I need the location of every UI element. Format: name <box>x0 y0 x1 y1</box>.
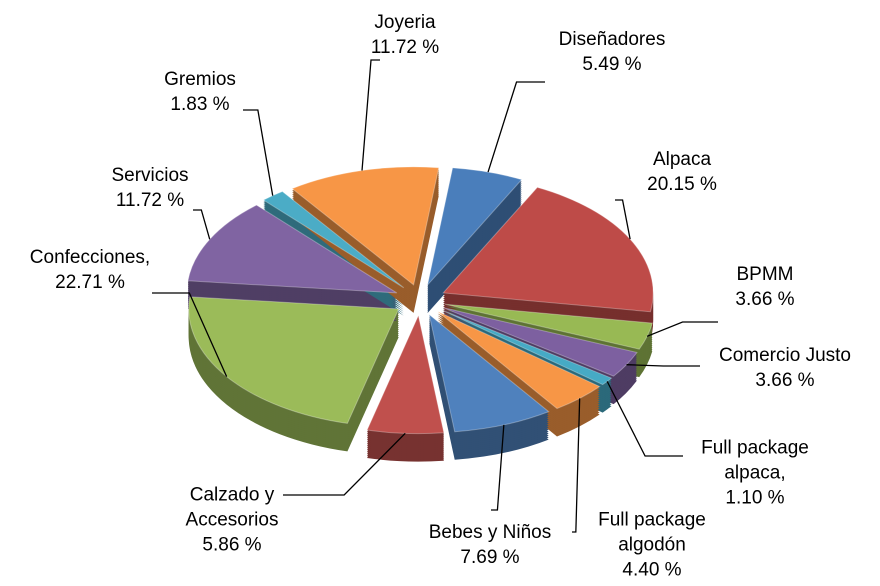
value-label: 11.72 % <box>115 190 185 211</box>
category-label: Full package algodón <box>598 509 706 556</box>
value-label: 20.15 % <box>647 174 717 195</box>
category-label: Bebes y Niños <box>428 522 552 543</box>
data-label: Full package algodón 4.40 % <box>582 508 722 583</box>
slice <box>440 309 613 386</box>
category-label: Gremios <box>164 69 236 90</box>
data-label: Gremios 1.83 % <box>140 67 260 117</box>
data-label: Joyeria 11.72 % <box>345 10 465 60</box>
value-label: 5.86 % <box>202 534 262 556</box>
leader-line <box>626 364 700 367</box>
data-label: Diseñadores 5.49 % <box>527 27 697 77</box>
data-label: BPMM 3.66 % <box>715 262 815 312</box>
leader-line <box>243 109 274 196</box>
category-label: Diseñadores <box>558 29 666 50</box>
slice <box>442 307 638 377</box>
value-label: 7.69 % <box>460 547 520 568</box>
leader-line <box>615 199 631 240</box>
data-label: Comercio Justo 3.66 % <box>700 343 870 393</box>
data-label: Calzado y Accesorios 5.86 % <box>162 483 302 558</box>
category-label: Servicios <box>111 165 189 186</box>
category-label: Joyeria <box>374 12 436 33</box>
value-label: 5.49 % <box>582 54 642 75</box>
slice <box>187 204 398 294</box>
category-label: Calzado y Accesorios <box>185 484 279 531</box>
data-label: Full package alpaca, 1.10 % <box>675 436 835 511</box>
category-label: Full package alpaca, <box>701 437 809 484</box>
leader-line <box>487 81 545 173</box>
category-label: BPMM <box>736 264 794 285</box>
slice <box>437 311 601 410</box>
value-label: 3.66 % <box>735 289 795 310</box>
value-label: 3.66 % <box>755 370 815 391</box>
slice <box>188 296 400 424</box>
data-label: Alpaca 20.15 % <box>622 147 742 197</box>
value-label: 22.71 % <box>55 272 125 293</box>
leader-line <box>283 432 406 496</box>
leader-line <box>606 381 683 457</box>
category-label: Confecciones, <box>29 247 151 268</box>
category-label: Alpaca <box>652 149 712 170</box>
value-label: 4.40 % <box>622 559 682 581</box>
slice <box>442 186 654 313</box>
value-label: 1.83 % <box>170 94 230 115</box>
value-label: 1.10 % <box>725 487 785 509</box>
leader-line <box>572 398 581 533</box>
leader-line <box>361 59 380 171</box>
leader-line <box>152 292 228 377</box>
leader-line <box>646 321 718 337</box>
leader-line <box>193 209 211 240</box>
slice <box>428 313 550 433</box>
category-label: Comercio Justo <box>719 345 851 366</box>
leader-line <box>491 424 505 511</box>
data-label: Servicios 11.72 % <box>90 163 210 213</box>
data-label: Bebes y Niños 7.69 % <box>390 520 590 570</box>
slice <box>366 313 445 435</box>
value-label: 11.72 % <box>370 37 440 58</box>
data-label: Confecciones, 22.71 % <box>0 245 190 295</box>
slice <box>426 167 523 287</box>
slice <box>291 166 440 286</box>
